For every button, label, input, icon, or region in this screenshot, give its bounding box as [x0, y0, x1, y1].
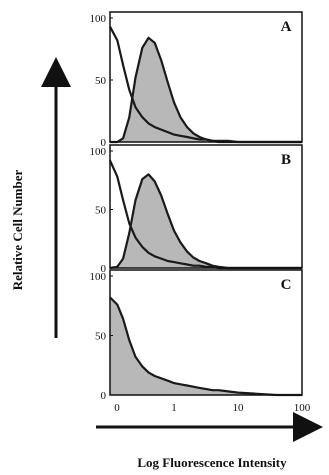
panel-frame	[109, 144, 303, 269]
histogram-area-1	[110, 297, 302, 395]
histogram-area-1	[110, 174, 302, 268]
y-tick-label: 100	[90, 146, 107, 158]
panel-label: A	[281, 19, 292, 35]
histogram-line-2	[109, 26, 302, 144]
histogram-area-1	[110, 37, 302, 142]
x-tick-label: 0	[114, 402, 120, 414]
panel-c: C 0 50 100	[90, 269, 303, 402]
panel-label: C	[281, 277, 292, 293]
y-tick-label: 50	[95, 75, 107, 87]
x-tick-label: 100	[294, 402, 311, 414]
x-axis-title: Log Fluorescence Intensity	[137, 455, 287, 470]
y-axis-title: Relative Cell Number	[10, 169, 25, 290]
panel-label: B	[281, 152, 291, 168]
y-tick-label: 100	[90, 271, 107, 283]
y-tick-label: 0	[101, 137, 107, 149]
panel-b: B 0 50 100	[90, 144, 303, 275]
x-tick-label: 1	[171, 402, 177, 414]
y-tick-label: 0	[101, 390, 107, 402]
y-tick-label: 50	[95, 205, 107, 217]
panel-a: A 0 50 100	[90, 11, 303, 149]
y-tick-label: 0	[101, 263, 107, 275]
x-tick-label: 10	[233, 402, 245, 414]
y-tick-label: 50	[95, 331, 107, 343]
panel-frame	[109, 269, 303, 396]
panel-frame	[109, 11, 303, 143]
histogram-line-1	[109, 296, 302, 397]
y-tick-label: 100	[90, 13, 107, 25]
